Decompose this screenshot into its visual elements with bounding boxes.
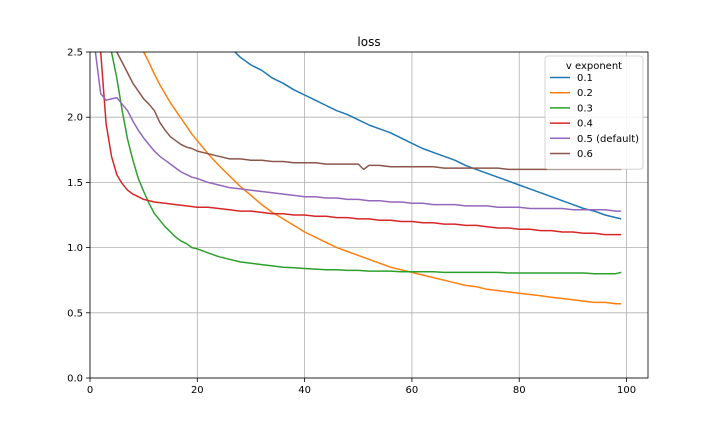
chart-title: loss	[357, 35, 380, 49]
x-tick-label: 20	[191, 385, 204, 396]
y-tick-label: 1.5	[67, 178, 83, 189]
legend-label-1: 0.1	[577, 73, 593, 84]
legend-label-6: 0.6	[577, 149, 593, 160]
x-tick-label: 80	[513, 385, 526, 396]
series-line-2	[143, 52, 622, 305]
y-tick-label: 2.0	[67, 113, 83, 124]
x-tick-label: 40	[298, 385, 311, 396]
axes-frame	[89, 51, 649, 379]
y-tick-label: 0.5	[67, 308, 83, 319]
x-tick-label: 0	[87, 385, 93, 396]
y-tick-label: 2.5	[67, 48, 83, 59]
y-tick-label: 1.0	[67, 243, 83, 254]
series-line-4	[99, 52, 622, 236]
legend-title: v exponent	[566, 61, 622, 72]
series-lines	[94, 52, 622, 305]
x-tick-label: 100	[617, 385, 636, 396]
legend-label-4: 0.4	[577, 119, 593, 130]
series-line-6	[116, 52, 622, 171]
legend-label-2: 0.2	[577, 88, 593, 99]
legend-label-5: 0.5 (default)	[577, 134, 639, 145]
series-line-1	[234, 52, 622, 220]
series-line-5	[94, 52, 622, 212]
y-tick-label: 0.0	[67, 374, 83, 385]
series-line-3	[110, 52, 622, 275]
legend-label-3: 0.3	[577, 103, 593, 114]
x-tick-label: 60	[406, 385, 419, 396]
legend-box	[544, 55, 644, 170]
axis-ticks: 0 20 40 60 80 100 0.0 0.5 1.0 1.5 2.0 2.5	[67, 48, 636, 397]
